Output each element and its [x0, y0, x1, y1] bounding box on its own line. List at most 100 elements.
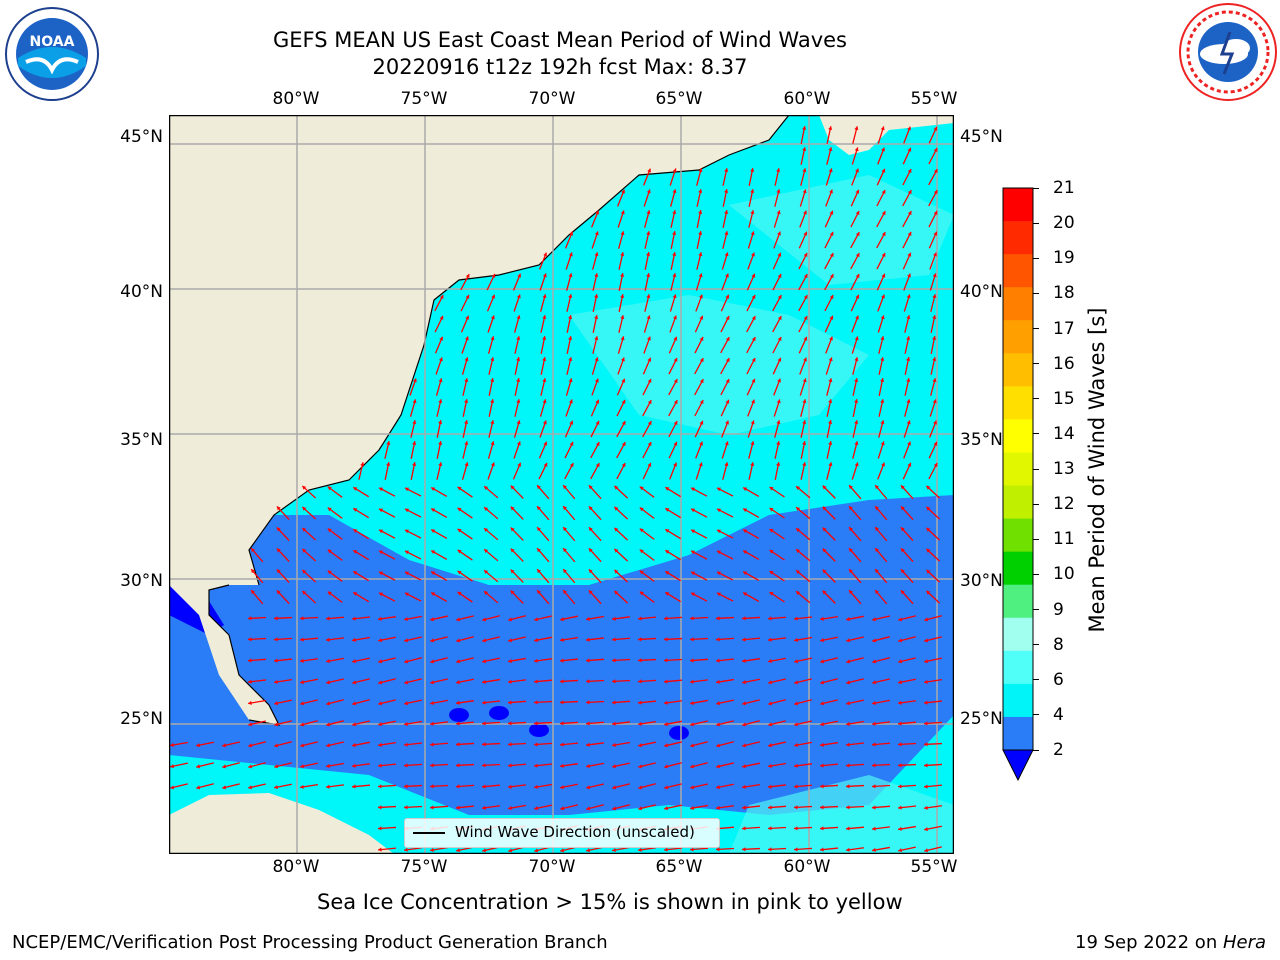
- wind-wave-arrowhead: [802, 441, 807, 445]
- wind-wave-arrowhead: [932, 357, 937, 362]
- wind-wave-arrowhead: [768, 658, 772, 664]
- wind-wave-arrowhead: [846, 847, 850, 852]
- wind-wave-arrowhead: [456, 848, 460, 853]
- wind-wave-arrowhead: [457, 591, 462, 596]
- wind-wave-arrowhead: [725, 315, 730, 320]
- wind-wave-arrowhead: [802, 189, 807, 194]
- wind-wave-arrowhead: [586, 848, 590, 853]
- colorbar-segment: [1003, 551, 1033, 586]
- wind-wave-arrowhead: [614, 527, 619, 532]
- wind-wave-arrowhead: [898, 826, 902, 831]
- wind-wave-arrowhead: [822, 569, 827, 574]
- wind-wave-arrowhead: [898, 659, 903, 664]
- wind-wave-arrowhead: [612, 679, 616, 684]
- lat-label-left: 25°N: [120, 709, 163, 729]
- map-frame: [169, 115, 954, 854]
- wind-wave-arrowhead: [353, 529, 358, 533]
- wind-wave-arrowhead: [846, 826, 850, 831]
- wind-wave-arrowhead: [820, 763, 824, 768]
- wind-wave-arrowhead: [794, 616, 798, 621]
- wind-wave-arrowhead: [569, 441, 574, 446]
- wind-wave-arrowhead: [482, 659, 486, 664]
- wind-wave-arrowhead: [699, 400, 704, 404]
- wind-wave-arrowhead: [639, 549, 644, 554]
- wind-wave-arrowhead: [796, 591, 801, 596]
- wind-wave-arrowhead: [300, 637, 304, 642]
- wind-wave-arrowhead: [802, 462, 807, 466]
- wind-wave-arrowhead: [560, 848, 565, 853]
- footer-machine: Hera: [1222, 932, 1266, 953]
- wind-wave-arrowhead: [482, 805, 486, 810]
- wind-wave-arrowhead: [750, 462, 755, 466]
- wind-wave-arrowhead: [508, 742, 512, 747]
- legend-line-sample: [413, 832, 445, 834]
- wind-wave-arrowhead: [646, 315, 651, 320]
- wind-wave-arrowhead: [698, 168, 703, 173]
- wind-wave-arrowhead: [724, 462, 729, 467]
- wind-wave-arrowhead: [484, 528, 489, 532]
- colorbar-tick-mark: [1033, 187, 1039, 189]
- wind-wave-arrowhead: [743, 529, 748, 534]
- wind-wave-arrowhead: [647, 462, 652, 467]
- wind-wave-arrowhead: [880, 126, 885, 131]
- wind-wave-arrowhead: [750, 189, 755, 193]
- lat-label-right: 40°N: [960, 282, 1003, 302]
- wind-wave-arrowhead: [776, 462, 781, 466]
- wind-wave-arrowhead: [560, 763, 564, 768]
- wind-wave-arrowhead: [464, 357, 469, 362]
- wind-wave-arrowhead: [588, 569, 593, 574]
- wind-wave-arrowhead: [431, 571, 436, 576]
- wind-wave-arrowhead: [620, 273, 625, 277]
- wind-wave-arrowhead: [820, 680, 825, 685]
- wind-wave-arrowhead: [906, 399, 911, 404]
- wind-wave-arrowhead: [932, 336, 937, 340]
- wind-wave-arrowhead: [569, 420, 574, 425]
- wind-wave-arrowhead: [820, 616, 824, 621]
- wind-wave-arrowhead: [933, 147, 938, 152]
- wind-wave-arrowhead: [906, 420, 911, 425]
- wind-wave-arrowhead: [638, 658, 642, 663]
- wind-wave-arrowhead: [802, 168, 807, 173]
- wind-wave-arrowhead: [379, 592, 384, 597]
- wind-wave-arrowhead: [803, 231, 808, 236]
- wind-wave-arrowhead: [691, 592, 696, 597]
- wind-wave-arrowhead: [457, 507, 462, 512]
- colorbar-tick-mark: [1033, 468, 1039, 470]
- sea-ice-note: Sea Ice Concentration > 15% is shown in …: [317, 890, 903, 914]
- wind-wave-arrowhead: [875, 485, 879, 490]
- wind-wave-arrowhead: [690, 847, 694, 852]
- wind-wave-arrowhead: [796, 486, 801, 491]
- wind-wave-arrowhead: [508, 658, 512, 664]
- wind-wave-arrowhead: [510, 548, 515, 553]
- wind-wave-arrowhead: [875, 506, 879, 511]
- wind-wave-arrowhead: [742, 826, 746, 831]
- wind-wave-arrowhead: [699, 336, 704, 341]
- wind-wave-arrowhead: [378, 722, 382, 727]
- wind-wave-arrowhead: [742, 764, 746, 769]
- noaa-logo: NOAA: [4, 6, 100, 102]
- wind-wave-arrowhead: [854, 420, 859, 424]
- wind-wave-arrowhead: [898, 721, 902, 726]
- wind-wave-arrowhead: [664, 722, 668, 727]
- wind-wave-arrowhead: [560, 742, 564, 747]
- lon-label-top: 60°W: [783, 89, 831, 109]
- wind-wave-arrowhead: [300, 616, 304, 621]
- wind-wave-arrowhead: [820, 826, 824, 831]
- wind-wave-arrowhead: [665, 571, 670, 575]
- wind-wave-arrowhead: [724, 252, 729, 257]
- wind-wave-arrowhead: [516, 399, 521, 404]
- wind-wave-arrowhead: [594, 231, 599, 236]
- colorbar-segment: [1003, 353, 1033, 387]
- wind-wave-arrowhead: [543, 462, 548, 467]
- lon-label-top: 80°W: [272, 89, 320, 109]
- wind-wave-arrowhead: [404, 742, 408, 747]
- wind-wave-arrowhead: [534, 763, 538, 768]
- wind-wave-arrowhead: [542, 336, 547, 340]
- wind-wave-arrowhead: [716, 722, 721, 727]
- wind-wave-arrowhead: [855, 253, 860, 258]
- wind-wave-arrowhead: [646, 273, 651, 277]
- wind-wave-arrowhead: [716, 764, 721, 769]
- colorbar-tick-mark: [1033, 573, 1039, 575]
- wind-wave-arrowhead: [932, 315, 937, 319]
- wind-wave-arrowhead: [803, 295, 808, 300]
